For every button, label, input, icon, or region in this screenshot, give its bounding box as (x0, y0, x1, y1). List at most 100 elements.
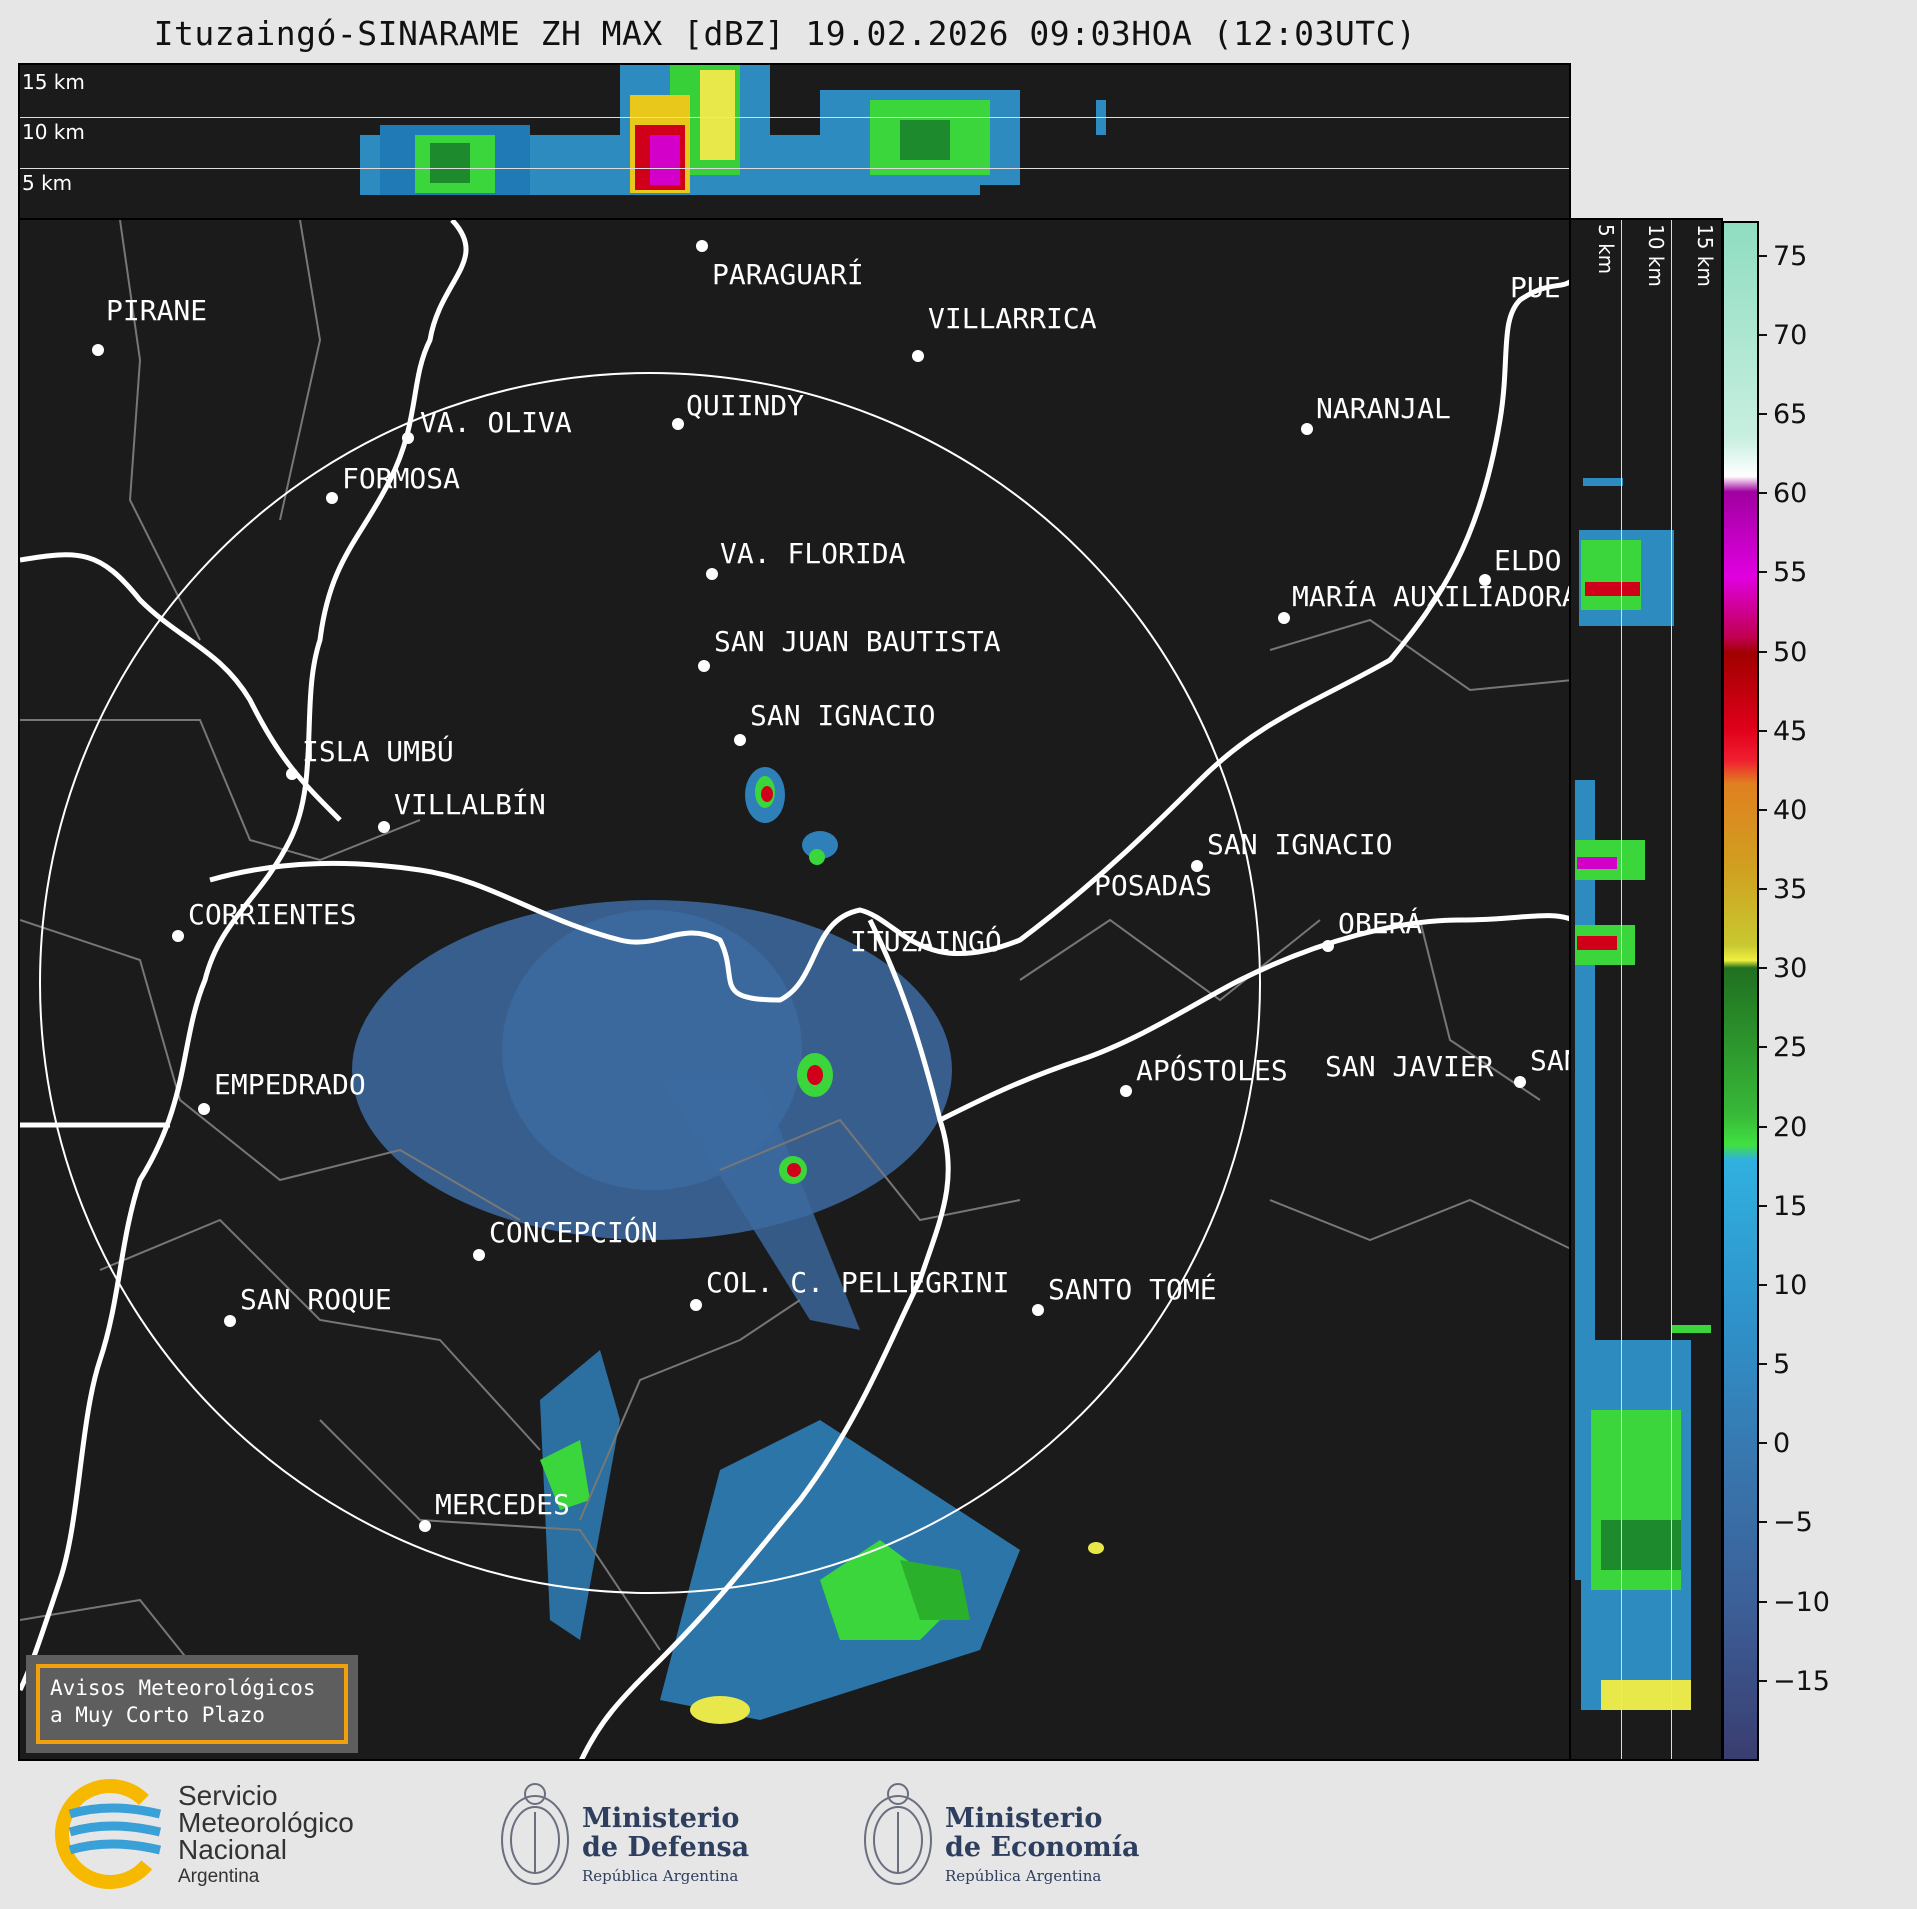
altitude-label-5km: 5 km (22, 171, 73, 195)
colorbar-tick-mark (1759, 413, 1767, 416)
colorbar-tick-label: 30 (1773, 953, 1808, 985)
altitude-label-10km: 10 km (22, 120, 85, 144)
side-cross-section-panel: 5 km 10 km 15 km (1569, 218, 1723, 1761)
city-dot-formosa (326, 492, 338, 504)
top-cross-section-panel: 15 km 10 km 5 km (18, 63, 1571, 220)
city-label-apostoles: APÓSTOLES (1136, 1053, 1288, 1087)
colorbar-tick-mark (1759, 650, 1767, 653)
city-dot-quiindy (672, 418, 684, 430)
warning-line2: a Muy Corto Plazo (50, 1703, 265, 1727)
city-label-posadas: POSADAS (1094, 869, 1212, 902)
colorbar-tick-mark (1759, 1046, 1767, 1049)
colorbar-tick-label: 10 (1773, 1269, 1808, 1301)
chart-title: Ituzaingó-SINARAME ZH MAX [dBZ] 19.02.20… (153, 14, 1417, 53)
city-dot-san (1514, 1076, 1526, 1088)
colorbar-tick-label: −5 (1773, 1507, 1813, 1539)
warning-box[interactable]: Avisos Meteorológicos a Muy Corto Plazo (26, 1655, 358, 1753)
city-label-va-oliva: VA. OLIVA (420, 406, 572, 439)
colorbar-tick-label: 70 (1773, 319, 1808, 351)
city-dot-isla-umbu (286, 768, 298, 780)
city-label-formosa: FORMOSA (342, 462, 460, 495)
colorbar-tick-label: −10 (1773, 1586, 1830, 1618)
defensa-line1: Ministerio (582, 1803, 740, 1834)
city-label-san-javier: SAN JAVIER (1325, 1050, 1494, 1083)
colorbar-tick-label: 15 (1773, 1190, 1808, 1222)
altitude-line-5km-side (1621, 220, 1622, 1759)
city-dot-pirane (92, 344, 104, 356)
colorbar-tick-mark (1759, 1679, 1767, 1682)
city-label-pue: PUE (1510, 271, 1561, 304)
colorbar-tick-label: 35 (1773, 874, 1808, 906)
smn-line3: Nacional (178, 1834, 287, 1865)
colorbar-tick-mark (1759, 333, 1767, 336)
smn-line1: Servicio (178, 1780, 278, 1811)
city-dot-col-c-pellegrini (690, 1299, 702, 1311)
city-label-quiindy: QUIINDY (686, 389, 804, 422)
colorbar-tick-label: 40 (1773, 794, 1808, 826)
colorbar-tick-mark (1759, 808, 1767, 811)
colorbar-tick-mark (1759, 1125, 1767, 1128)
footer-logos-svg (55, 1779, 932, 1889)
city-dot-san-roque (224, 1315, 236, 1327)
city-label-concepcion: CONCEPCIÓN (489, 1215, 658, 1249)
smn-line2: Meteorológico (178, 1807, 354, 1838)
country-borders (20, 220, 1569, 1759)
city-label-naranjal: NARANJAL (1316, 392, 1451, 425)
colorbar-tick-mark (1759, 571, 1767, 574)
colorbar-tick-label: 60 (1773, 478, 1808, 510)
colorbar-tick-label: 55 (1773, 557, 1808, 589)
city-dot-santo-tome (1032, 1304, 1044, 1316)
city-label-va-florida: VA. FLORIDA (720, 537, 906, 570)
city-label-villalbin: VILLALBÍN (394, 787, 546, 821)
city-label-eldo: ELDO (1494, 544, 1561, 577)
city-dot-mercedes (419, 1520, 431, 1532)
radar-map-svg: PARAGUARÍ VILLARRICA PIRANE QUIINDY VA. … (20, 220, 1571, 1759)
city-dot-empedrado (198, 1103, 210, 1115)
defensa-seal-icon (501, 1783, 569, 1885)
warning-box-inner[interactable]: Avisos Meteorológicos a Muy Corto Plazo (36, 1664, 348, 1744)
city-dot-va-florida (706, 568, 718, 580)
altitude-label-15km: 15 km (22, 70, 85, 94)
city-dot-apostoles (1120, 1085, 1132, 1097)
city-label-santo-tome: SANTO TOMÉ (1048, 1272, 1217, 1306)
colorbar-tick-mark (1759, 1363, 1767, 1366)
colorbar-tick-label: 75 (1773, 240, 1808, 272)
city-label-isla-umbu: ISLA UMBÚ (302, 734, 454, 768)
altitude-line-10km (20, 117, 1569, 118)
city-label-san: SAN (1530, 1044, 1571, 1077)
city-dot-san-ignacio-py (734, 734, 746, 746)
city-markers: PARAGUARÍ VILLARRICA PIRANE QUIINDY VA. … (92, 240, 1571, 1532)
city-label-ituzaingo: ITUZAINGÓ (850, 924, 1002, 958)
smn-line4: Argentina (178, 1866, 260, 1887)
colorbar-tick-label: 0 (1773, 1428, 1791, 1460)
colorbar-tick-label: −15 (1773, 1665, 1830, 1697)
altitude-line-5km (20, 168, 1569, 169)
dbz-colorbar (1722, 221, 1759, 1761)
city-label-mercedes: MERCEDES (435, 1488, 570, 1521)
colorbar-tick-label: 45 (1773, 715, 1808, 747)
reflectivity-field (352, 767, 1104, 1724)
city-label-san-ignacio-ar: SAN IGNACIO (1207, 828, 1392, 861)
colorbar-tick-label: 50 (1773, 636, 1808, 668)
city-label-obera: OBERÁ (1338, 906, 1422, 940)
radar-map-panel: PARAGUARÍ VILLARRICA PIRANE QUIINDY VA. … (18, 218, 1571, 1761)
city-dot-corrientes (172, 930, 184, 942)
city-label-villarrica: VILLARRICA (928, 302, 1097, 335)
city-dot-concepcion (473, 1249, 485, 1261)
side-altitude-label-15km: 15 km (1693, 224, 1717, 287)
city-label-san-juan-bautista: SAN JUAN BAUTISTA (714, 625, 1001, 658)
city-dot-maria-auxiliadora (1278, 612, 1290, 624)
economia-line1: Ministerio (945, 1803, 1103, 1834)
defensa-logo-text: Ministerio de Defensa República Argentin… (582, 1804, 749, 1891)
side-altitude-label-10km: 10 km (1644, 224, 1668, 287)
colorbar-tick-mark (1759, 1283, 1767, 1286)
colorbar-tick-mark (1759, 1442, 1767, 1445)
city-label-san-ignacio-py: SAN IGNACIO (750, 699, 935, 732)
city-label-empedrado: EMPEDRADO (214, 1068, 366, 1101)
defensa-line3: República Argentina (582, 1867, 739, 1885)
colorbar-gradient (1724, 223, 1757, 1759)
colorbar-tick-mark (1759, 254, 1767, 257)
side-echo-profile (1575, 478, 1711, 1710)
top-echo-profile (360, 65, 1106, 195)
colorbar-tick-mark (1759, 492, 1767, 495)
